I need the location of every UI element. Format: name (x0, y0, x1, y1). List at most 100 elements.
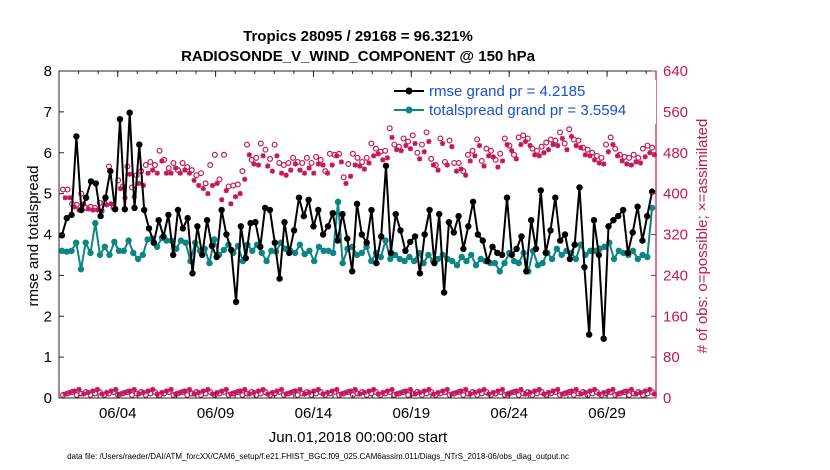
asterisk-marker (541, 391, 547, 397)
asterisk-marker (384, 388, 391, 394)
totalspread-point (558, 251, 565, 259)
asterisk-marker (591, 157, 598, 163)
obs-assimilated-point (509, 148, 515, 154)
rmse-point (228, 246, 235, 254)
asterisk-marker (205, 386, 211, 393)
obs-assimilated-point (375, 151, 381, 157)
obs-assimilated-point (301, 170, 308, 176)
obs-assimilated-zero-point (417, 389, 423, 396)
y-axis-label-right: # of obs: o=possible; ×=assimilated (694, 119, 711, 354)
y-left-tick-label: 4 (44, 227, 52, 244)
rmse-point (460, 245, 467, 252)
obs-assimilated-zero-point (62, 391, 68, 397)
asterisk-marker (366, 388, 372, 394)
asterisk-marker (136, 180, 142, 187)
obs-assimilated-point (288, 167, 294, 173)
obs-assimilated-point (472, 153, 478, 159)
asterisk-marker (555, 386, 561, 393)
rmse-point (474, 231, 482, 238)
asterisk-marker (398, 148, 404, 154)
asterisk-marker (205, 191, 211, 197)
obs-assimilated-point (504, 141, 510, 148)
rmse-point (82, 194, 90, 201)
obs-assimilated-point (205, 191, 211, 197)
rmse-point (382, 162, 390, 169)
asterisk-marker (246, 152, 252, 158)
asterisk-marker (145, 170, 151, 176)
totalspread-point (468, 251, 475, 259)
obs-assimilated-point (127, 171, 133, 177)
obs-possible-point (317, 156, 324, 163)
obs-assimilated-zero-point (186, 386, 193, 393)
asterisk-marker (196, 182, 202, 189)
asterisk-marker (495, 388, 501, 394)
y-left-tick-label: 1 (44, 349, 52, 366)
rmse-point (136, 141, 143, 148)
obs-assimilated-point (311, 170, 317, 176)
obs-assimilated-zero-point (219, 388, 225, 394)
totalspread-point (610, 255, 618, 263)
obs-assimilated-point (394, 147, 400, 153)
obs-assimilated-point (559, 135, 565, 142)
obs-assimilated-point (532, 152, 538, 158)
asterisk-marker (361, 166, 368, 172)
asterisk-marker (186, 386, 193, 393)
totalspread-point (334, 198, 342, 205)
obs-assimilated-zero-point (495, 388, 501, 394)
asterisk-marker (371, 386, 377, 393)
obs-assimilated-zero-point (550, 388, 556, 394)
asterisk-marker (504, 141, 510, 148)
obs-assimilated-zero-point (214, 389, 220, 396)
asterisk-marker (76, 386, 82, 393)
rmse-point (581, 264, 588, 271)
asterisk-marker (154, 391, 160, 397)
asterisk-marker (223, 386, 229, 393)
totalspread-point (496, 268, 503, 275)
obs-possible-point (257, 140, 264, 147)
rmse-point (257, 243, 264, 250)
obs-assimilated-zero-point (127, 388, 133, 394)
asterisk-marker (297, 167, 303, 173)
asterisk-marker (108, 388, 114, 394)
obs-possible-point (612, 145, 619, 152)
x-axis-label: Jun.01,2018 00:00:00 start (269, 429, 448, 446)
totalspread-point (301, 250, 308, 258)
asterisk-marker (628, 162, 634, 168)
obs-assimilated-point (587, 153, 593, 159)
rmse-point (469, 198, 477, 205)
obs-assimilated-point (334, 153, 340, 159)
x-tick-label: 06/04 (99, 405, 137, 422)
y-right-tick-label: 480 (663, 145, 688, 162)
obs-assimilated-zero-point (398, 389, 404, 396)
rmse-point (349, 268, 356, 275)
asterisk-marker (380, 389, 386, 396)
obs-possible-point (359, 158, 366, 165)
asterisk-marker (605, 388, 611, 394)
obs-assimilated-zero-point (343, 389, 349, 396)
legend-spread-label: totalspread grand pr = 3.5594 (429, 102, 626, 119)
asterisk-marker (651, 152, 657, 158)
asterisk-marker (628, 386, 634, 393)
rmse-point (440, 289, 448, 296)
rmse-point (179, 225, 187, 232)
obs-assimilated-zero-point (582, 389, 588, 396)
asterisk-marker (596, 391, 602, 397)
asterisk-marker (601, 389, 607, 396)
rmse-point (605, 223, 612, 230)
obs-possible-point (202, 180, 209, 187)
obs-possible-point (386, 125, 393, 132)
totalspread-point (644, 253, 651, 261)
rmse-point (339, 210, 346, 218)
obs-possible-point (299, 159, 306, 166)
obs-assimilated-point (343, 180, 349, 187)
asterisk-marker (513, 388, 519, 394)
rmse-point (203, 217, 211, 224)
totalspread-point (515, 259, 522, 267)
obs-assimilated-point (338, 159, 344, 165)
obs-possible-point (418, 141, 425, 148)
obs-assimilated-zero-point (196, 389, 202, 396)
obs-assimilated-zero-point (150, 386, 156, 393)
obs-assimilated-point (449, 144, 455, 150)
obs-assimilated-zero-point (357, 391, 363, 397)
totalspread-point (353, 251, 361, 259)
